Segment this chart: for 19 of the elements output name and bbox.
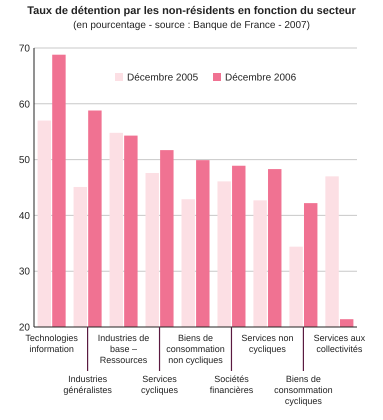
x-tick-label: Sociétés financières — [210, 374, 254, 395]
y-tick-label: 40 — [18, 210, 30, 222]
y-tick-label: 60 — [18, 99, 30, 110]
y-tick-label: 50 — [18, 155, 30, 166]
chart-subtitle: (en pourcentage - source : Banque de France - 2007) — [73, 20, 310, 31]
legend-label: Décembre 2006 — [225, 72, 297, 84]
chart-title: Taux de détention par les non-résidents en fonction du secteur — [27, 5, 357, 17]
x-tick-label: Services non cycliques — [241, 333, 294, 354]
x-tick-label: Industries de base – Ressources — [98, 333, 150, 365]
y-tick-label: 20 — [18, 322, 30, 334]
legend-label: Décembre 2005 — [127, 72, 199, 84]
x-tick-label: Services cycliques — [141, 374, 179, 395]
y-tick-label: 30 — [18, 266, 30, 278]
y-tick-label: 70 — [18, 44, 30, 54]
x-tick-label: Technologies information — [25, 333, 78, 354]
x-tick-label: Industries généralistes — [63, 374, 112, 395]
x-tick-label: Biens de consommation cycliques — [274, 374, 333, 406]
x-tick-label: Biens de consommation non cycliques — [166, 333, 225, 365]
x-tick-label: Services aux collectivités — [314, 333, 366, 354]
